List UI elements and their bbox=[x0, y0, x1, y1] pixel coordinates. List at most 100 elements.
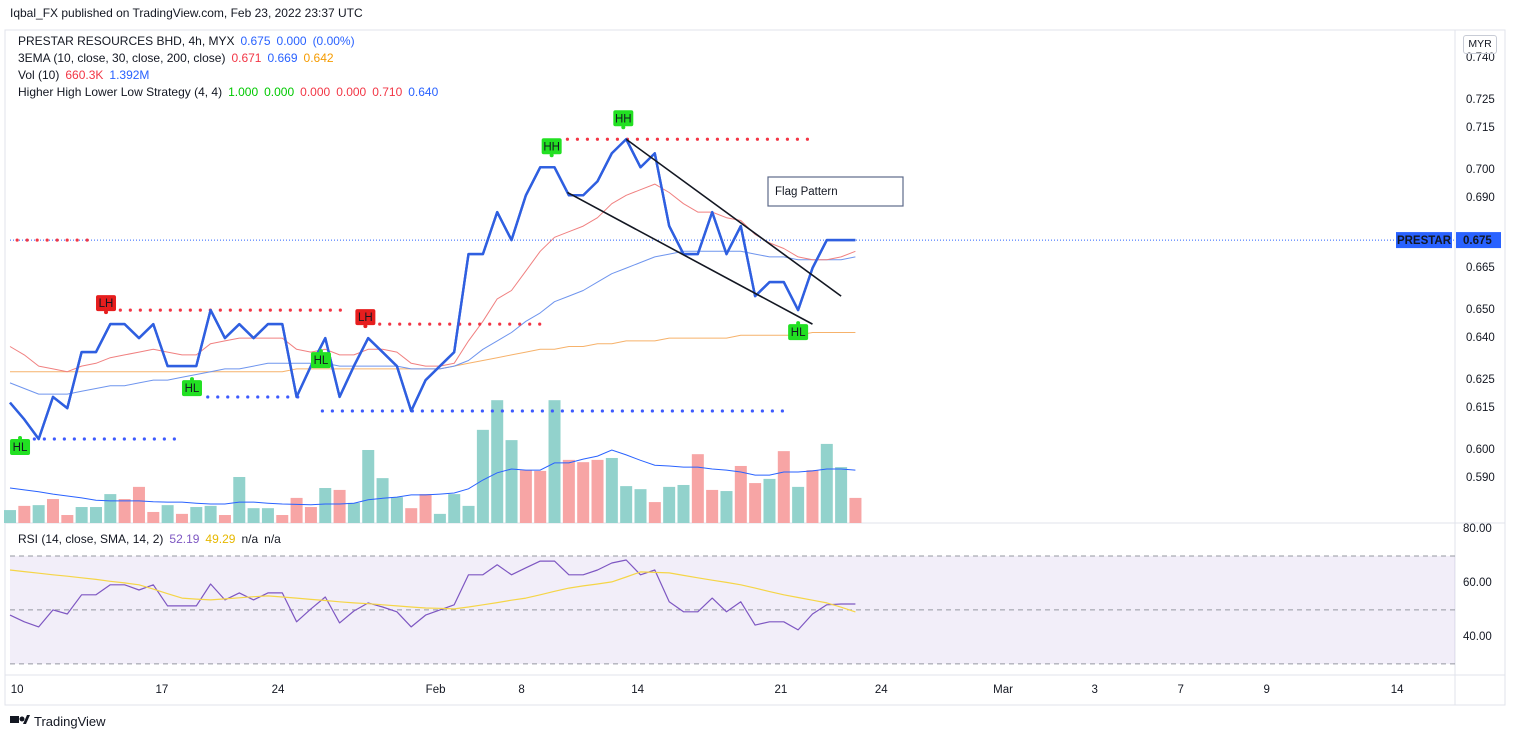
marker-box bbox=[613, 110, 634, 127]
rsi-tick-label: 80.00 bbox=[1463, 523, 1492, 535]
currency-button[interactable]: MYR bbox=[1463, 35, 1497, 54]
marker-dot bbox=[318, 349, 323, 354]
x-tick-label: 3 bbox=[1092, 684, 1098, 696]
publisher: Iqbal_FX published on TradingView.com, F… bbox=[10, 6, 363, 20]
volume-bar bbox=[75, 507, 88, 523]
y-tick-label: 0.740 bbox=[1466, 52, 1495, 64]
legend-title: PRESTAR RESOURCES BHD, 4h, MYX bbox=[18, 34, 235, 48]
pivot-marker: HH bbox=[613, 110, 634, 130]
volume-bar bbox=[376, 478, 389, 523]
volume-bar bbox=[161, 505, 174, 523]
legend-line: RSI (14, close, SMA, 14, 2) 52.19 49.29 n/a… bbox=[18, 532, 287, 546]
legend-value: 52.19 bbox=[169, 532, 200, 546]
price-tag-bg bbox=[1456, 232, 1501, 249]
volume-bar bbox=[362, 449, 375, 523]
volume-bar bbox=[104, 494, 117, 523]
legend-value: 0.671 bbox=[231, 51, 262, 65]
marker-label: HH bbox=[543, 141, 560, 153]
price-tag: 0.675 bbox=[1463, 235, 1492, 247]
x-tick-label: 8 bbox=[518, 684, 524, 696]
legend-title: Higher High Lower Low Strategy (4, 4) bbox=[18, 85, 223, 99]
series-line bbox=[9, 569, 856, 613]
volume-bar bbox=[720, 491, 733, 523]
volume-bar bbox=[233, 476, 246, 523]
legend-value: 0.000 bbox=[300, 85, 331, 99]
volume-bar bbox=[491, 400, 504, 523]
marker-box bbox=[10, 438, 31, 455]
volume-bar bbox=[147, 511, 160, 523]
marker-dot bbox=[189, 377, 194, 382]
marker-box bbox=[541, 138, 562, 155]
marker-label: HL bbox=[314, 355, 329, 367]
y-tick-label: 0.650 bbox=[1466, 304, 1495, 316]
volume-bar bbox=[448, 494, 461, 523]
x-tick-label: 14 bbox=[631, 684, 644, 696]
volume-bar bbox=[577, 462, 590, 523]
y-tick-label: 0.665 bbox=[1466, 262, 1495, 274]
legend-value: 660.3K bbox=[65, 68, 104, 82]
marker-dot bbox=[549, 153, 554, 158]
volume-bar bbox=[433, 513, 446, 523]
volume-bar bbox=[777, 451, 790, 523]
x-tick-label: 17 bbox=[155, 684, 168, 696]
volume-bar bbox=[476, 429, 489, 523]
trend-line bbox=[625, 138, 842, 297]
volume-bar bbox=[706, 489, 719, 523]
rsi-tick-label: 40.00 bbox=[1463, 631, 1492, 643]
volume-bar bbox=[347, 502, 360, 523]
x-tick-label: Mar bbox=[993, 684, 1013, 696]
y-tick-label: 0.640 bbox=[1466, 332, 1495, 344]
legend-value: 0.000 bbox=[264, 85, 295, 99]
x-tick-label: 24 bbox=[875, 684, 888, 696]
pivot-marker: LH bbox=[96, 295, 117, 315]
legend-value: (0.00%) bbox=[312, 34, 355, 48]
volume-bar bbox=[61, 515, 74, 523]
trend-line bbox=[567, 191, 813, 325]
marker-label: HL bbox=[791, 327, 806, 339]
legend-line: PRESTAR RESOURCES BHD, 4h, MYX 0.675 0.000… bbox=[18, 34, 361, 48]
volume-bar bbox=[32, 505, 45, 523]
volume-bar bbox=[749, 483, 762, 523]
pivot-marker: LH bbox=[355, 309, 376, 329]
y-tick-label: 0.590 bbox=[1466, 472, 1495, 484]
marker-box bbox=[355, 309, 376, 326]
pivot-marker: HL bbox=[788, 321, 809, 341]
series-line bbox=[9, 250, 856, 395]
legend-value: 0.710 bbox=[372, 85, 403, 99]
legend-line: Higher High Lower Low Strategy (4, 4) 1.0… bbox=[18, 85, 444, 99]
marker-box bbox=[310, 352, 331, 369]
series-line bbox=[9, 138, 856, 441]
volume-bar bbox=[18, 505, 31, 523]
marker-dot bbox=[18, 435, 23, 440]
legend-value: n/a bbox=[264, 532, 281, 546]
volume-bar bbox=[4, 510, 16, 523]
volume-bar bbox=[519, 470, 532, 523]
volume-bar bbox=[734, 465, 747, 523]
annotation-text: Flag Pattern bbox=[775, 186, 838, 198]
pivot-marker: HL bbox=[310, 349, 331, 369]
volume-bar bbox=[405, 508, 418, 523]
x-tick-label: Feb bbox=[426, 684, 446, 696]
volume-bar bbox=[806, 470, 819, 523]
volume-bar bbox=[390, 497, 403, 523]
volume-bar bbox=[89, 507, 102, 523]
legend-value: 1.000 bbox=[228, 85, 259, 99]
volume-bar bbox=[677, 484, 690, 523]
annotation-box bbox=[767, 176, 904, 207]
y-tick-label: 0.600 bbox=[1466, 444, 1495, 456]
series-line bbox=[9, 559, 856, 631]
price-tag-name: PRESTAR bbox=[1397, 235, 1452, 247]
volume-bar bbox=[247, 508, 260, 523]
x-tick-label: 9 bbox=[1264, 684, 1270, 696]
volume-bar bbox=[763, 478, 776, 523]
marker-label: HL bbox=[185, 383, 200, 395]
tv-logo bbox=[10, 715, 30, 724]
legend-title: 3EMA (10, close, 30, close, 200, close) bbox=[18, 51, 226, 65]
volume-bar bbox=[663, 486, 676, 523]
x-tick-label: 14 bbox=[1391, 684, 1404, 696]
y-tick-label: 0.625 bbox=[1466, 374, 1495, 386]
legend-value: n/a bbox=[241, 532, 259, 546]
marker-dot bbox=[796, 321, 801, 326]
volume-bar bbox=[118, 499, 131, 523]
